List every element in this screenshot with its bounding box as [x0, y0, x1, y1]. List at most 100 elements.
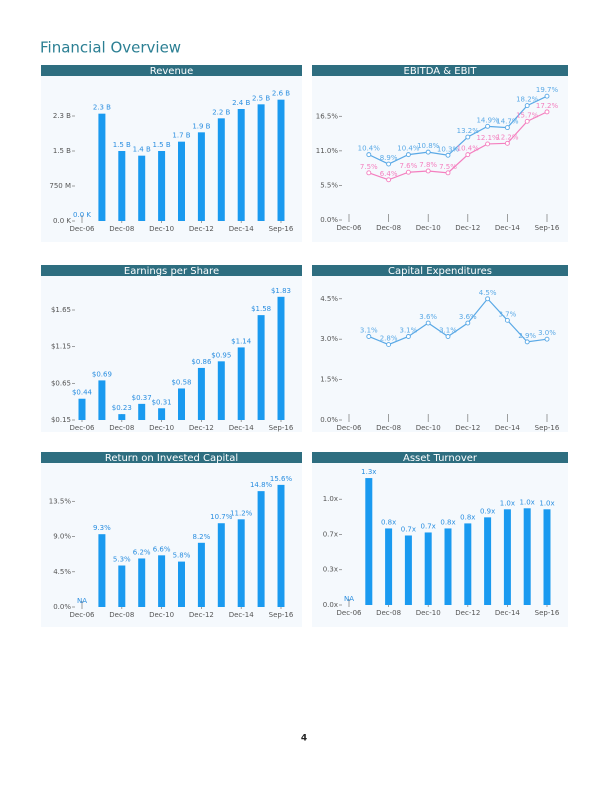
point — [386, 161, 392, 167]
y-tick-label: $1.65 — [51, 306, 71, 314]
point — [524, 103, 530, 109]
x-tick-label: Dec-08 — [109, 424, 134, 432]
bar — [237, 347, 245, 420]
point — [386, 342, 392, 348]
bar — [158, 408, 166, 420]
x-tick-label: Dec-08 — [376, 224, 401, 232]
point — [485, 296, 491, 302]
data-label: 10.4% — [397, 145, 420, 153]
data-label: 15.7% — [516, 111, 539, 119]
panel-header — [41, 65, 302, 76]
data-label: 2.6 B — [272, 90, 290, 98]
point — [504, 140, 510, 146]
x-tick-label: Dec-06 — [337, 224, 363, 232]
bar — [197, 367, 205, 420]
x-tick-label: Dec-08 — [109, 225, 134, 233]
y-tick-label: 0.0% — [320, 216, 338, 224]
data-label: 18.2% — [516, 96, 539, 104]
panel-header — [312, 265, 568, 276]
x-tick-label: Dec-14 — [229, 424, 255, 432]
bar — [484, 517, 492, 605]
x-tick-label: Dec-12 — [455, 224, 480, 232]
data-label: NA — [344, 595, 354, 603]
data-label: 0.8x — [381, 518, 396, 526]
y-tick-label: 1.5 B — [53, 147, 71, 155]
bar — [118, 565, 126, 607]
data-label: $0.23 — [112, 404, 132, 412]
x-tick-label: Dec-10 — [149, 225, 174, 233]
data-label: $0.95 — [211, 351, 231, 359]
data-label: 5.8% — [173, 552, 191, 560]
x-tick-label: Sep-16 — [535, 224, 560, 232]
data-label: 10.7% — [210, 513, 233, 521]
x-tick-label: Sep-16 — [269, 225, 294, 233]
data-label: 1.9 B — [192, 122, 210, 130]
data-label: 2.4 B — [232, 99, 250, 107]
x-tick-label: Dec-14 — [229, 611, 255, 619]
data-label: 6.2% — [133, 548, 151, 556]
data-label: 3.0% — [538, 329, 556, 337]
y-tick-label: 0.0% — [320, 416, 338, 424]
data-label: 14.9% — [476, 116, 499, 124]
bar — [138, 155, 146, 221]
bar — [98, 534, 106, 607]
x-tick-label: Dec-06 — [337, 609, 363, 617]
data-label: 13.2% — [457, 127, 480, 135]
panel-header — [312, 65, 568, 76]
data-label: $1.14 — [231, 337, 252, 345]
x-tick-label: Dec-14 — [495, 224, 521, 232]
y-tick-label: $0.15 — [51, 416, 71, 424]
point — [405, 169, 411, 175]
y-tick-label: 4.5% — [53, 568, 71, 576]
point — [465, 152, 471, 158]
point — [485, 123, 491, 129]
point — [544, 93, 550, 99]
series-line — [368, 297, 548, 346]
bar — [138, 403, 146, 420]
y-tick-label: 0.7x — [323, 530, 338, 538]
data-label: 11.2% — [230, 509, 253, 517]
y-tick-label: $0.65 — [51, 379, 71, 387]
point — [425, 168, 431, 174]
data-label: 4.5% — [479, 289, 497, 297]
bar — [197, 542, 205, 607]
data-label: 0.8x — [460, 513, 475, 521]
bar — [523, 508, 531, 605]
data-label: 0.8x — [440, 518, 455, 526]
bar — [277, 484, 285, 607]
point — [405, 152, 411, 158]
data-label: $1.83 — [271, 287, 291, 295]
data-label: 10.8% — [417, 142, 440, 150]
data-label: 2.8% — [380, 335, 398, 343]
data-label: 5.3% — [113, 556, 131, 564]
x-tick-label: Dec-14 — [229, 225, 255, 233]
x-tick-label: Dec-06 — [70, 611, 96, 619]
panel-title: Return on Invested Capital — [105, 453, 238, 464]
data-label: 8.9% — [380, 154, 398, 162]
y-tick-label: 13.5% — [49, 497, 72, 505]
bar — [118, 151, 126, 221]
point — [485, 141, 491, 147]
panel-title: EBITDA & EBIT — [404, 66, 478, 77]
bar — [138, 558, 146, 607]
x-tick-label: Dec-06 — [337, 424, 363, 432]
data-label: $0.37 — [132, 394, 152, 402]
x-tick-label: Dec-10 — [416, 224, 441, 232]
data-label: 6.6% — [153, 545, 171, 553]
data-label: 2.5 B — [252, 94, 270, 102]
bar — [158, 555, 166, 607]
x-tick-label: Dec-14 — [495, 424, 521, 432]
data-label: 17.2% — [536, 102, 559, 110]
data-label: 6.4% — [380, 170, 398, 178]
y-tick-label: $1.15 — [51, 343, 71, 351]
data-label: $0.31 — [152, 398, 172, 406]
data-label: 7.8% — [419, 161, 437, 169]
bar — [197, 132, 205, 221]
data-label: 12.2% — [496, 133, 519, 141]
data-label: 1.7 B — [172, 132, 190, 140]
page-title: Financial Overview — [40, 39, 181, 57]
point — [504, 317, 510, 323]
data-label: 3.7% — [499, 310, 517, 318]
x-tick-label: Dec-08 — [109, 611, 134, 619]
